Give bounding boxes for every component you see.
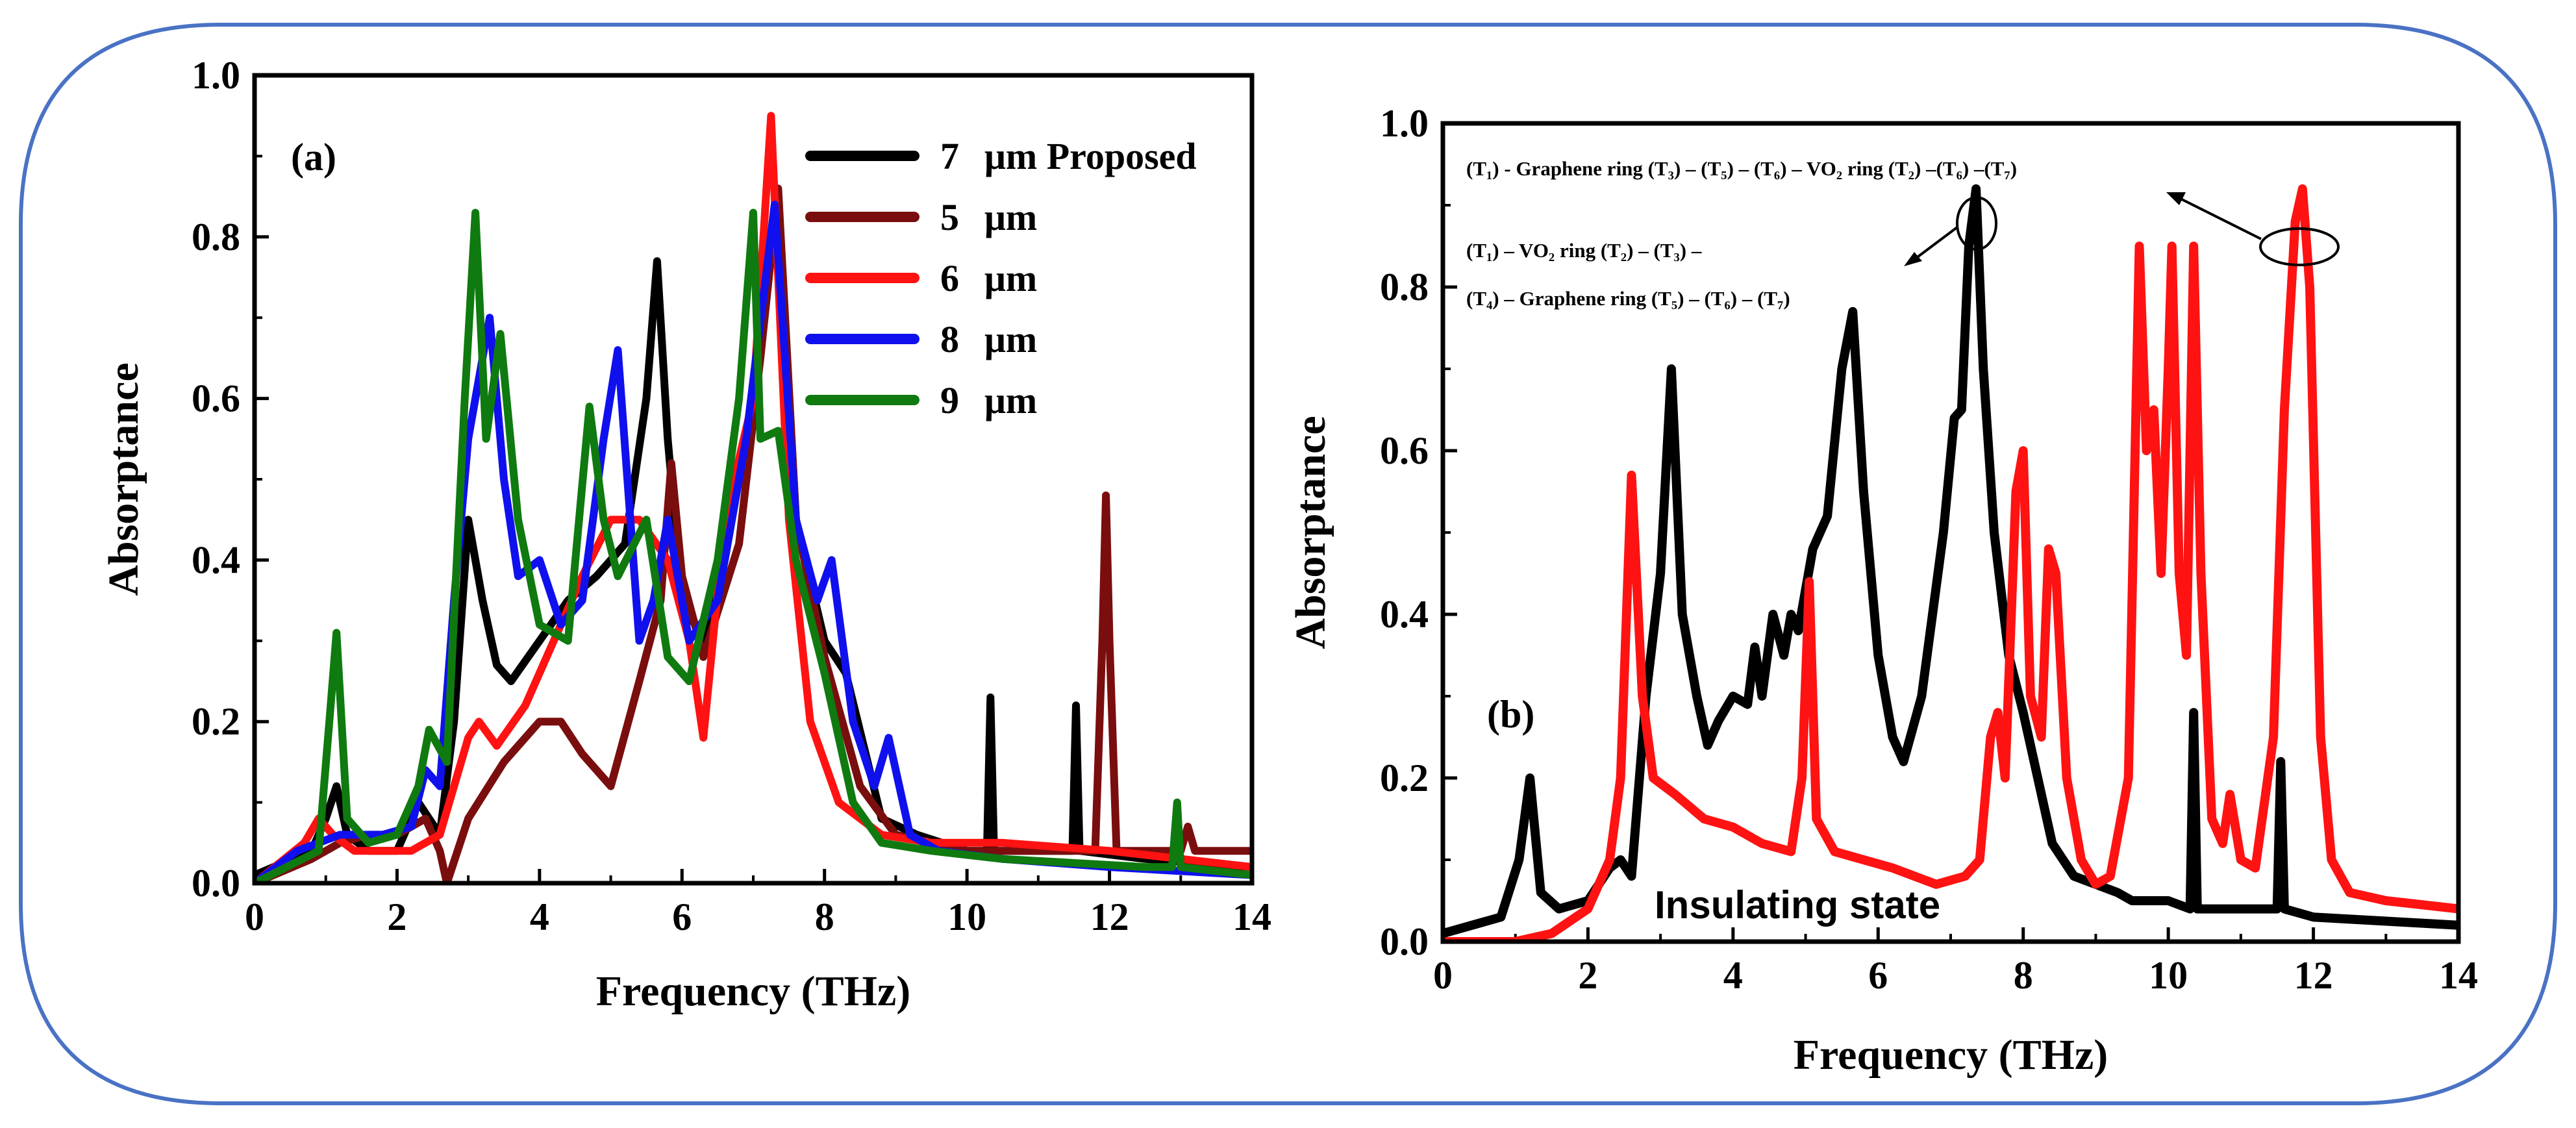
legend-size-0: 7 xyxy=(940,135,959,177)
legend-size-4: 9 xyxy=(940,379,959,421)
panel-a-ticks xyxy=(253,73,1254,885)
legend-size-2: 6 xyxy=(940,257,959,299)
panelA-y-tick-label: 0.4 xyxy=(192,538,240,581)
red-curve-structure-label-line1: (T₁) – VO₂ ring (T₂) – (T₃) – xyxy=(1466,239,1702,262)
figure-frame xyxy=(19,23,2557,1105)
panelA-x-tick-label: 10 xyxy=(947,896,986,938)
panel-b: 0 2 4 6 8 10 12 14 0.0 0.2 0.4 0.6 0.8 1.0 Frequency… xyxy=(1287,102,2478,1079)
panelB-x-tick-label: 12 xyxy=(2294,954,2333,997)
legend-unit-1: μm xyxy=(984,196,1037,238)
panel-a-label: (a) xyxy=(291,136,336,179)
panelB-y-tick-label: 0.4 xyxy=(1380,593,1429,636)
panel-a-y-axis-label: Absorptance xyxy=(100,362,147,595)
panelB-x-tick-label: 0 xyxy=(1433,954,1453,997)
panelA-x-tick-label: 6 xyxy=(672,896,692,938)
panelB-series-1-line xyxy=(1443,184,2458,942)
panelA-y-tick-label: 0.8 xyxy=(192,216,240,258)
panelA-series-2-line xyxy=(255,112,1252,883)
panel-a-legend: 7 μm Proposed 5 μm 6 μm 8 μm 9 μm xyxy=(805,135,1197,421)
insulating-state-label: Insulating state xyxy=(1655,883,1940,927)
panelA-series-4-line xyxy=(255,208,1252,883)
legend-size-3: 8 xyxy=(940,318,959,360)
black-curve-structure-label: (T₁) - Graphene ring (T₃) – (T₅) – (T₆) … xyxy=(1466,157,2017,180)
black-peak-arrow xyxy=(1914,226,1958,260)
panelB-y-tick-label: 0.8 xyxy=(1380,266,1429,308)
panel-a-x-axis-label: Frequency (THz) xyxy=(596,968,911,1015)
panel-a: 0 2 4 6 8 10 12 14 0.0 0.2 0.4 0.6 0.8 1.0 Frequency… xyxy=(100,54,1271,1015)
panelA-y-tick-label: 0.6 xyxy=(192,377,240,420)
panel-a-plot-frame xyxy=(252,73,1255,886)
panelA-series-1-line xyxy=(255,184,1252,883)
panelB-y-tick-label: 1.0 xyxy=(1380,102,1429,145)
panel-a-x-tick-labels: 0 2 4 6 8 10 12 14 xyxy=(245,896,1271,938)
panel-b-x-axis-label: Frequency (THz) xyxy=(1794,1031,2108,1079)
panelA-y-tick-label: 1.0 xyxy=(192,54,240,97)
panelA-y-tick-label: 0.2 xyxy=(192,700,240,743)
legend-unit-0: μm Proposed xyxy=(984,135,1197,177)
panelA-x-tick-label: 8 xyxy=(815,896,834,938)
panelB-x-tick-label: 8 xyxy=(2014,954,2033,997)
red-peak-marker-ellipse xyxy=(2259,227,2340,266)
red-curve-structure-label-line2: (T₄) – Graphene ring (T₅) – (T₆) – (T₇) xyxy=(1466,287,1790,310)
panelB-y-tick-label: 0.2 xyxy=(1380,757,1429,799)
legend-unit-3: μm xyxy=(984,318,1037,360)
panelB-x-tick-label: 14 xyxy=(2439,954,2478,997)
panel-b-plot-frame xyxy=(1440,121,2461,944)
red-peak-arrow xyxy=(2180,197,2262,240)
legend-unit-4: μm xyxy=(984,379,1037,421)
panelA-x-tick-label: 0 xyxy=(245,896,264,938)
panel-b-y-axis-label: Absorptance xyxy=(1287,416,1334,649)
panelA-x-tick-label: 4 xyxy=(530,896,549,938)
panelB-y-tick-label: 0.0 xyxy=(1380,920,1429,963)
panelB-y-tick-label: 0.6 xyxy=(1380,429,1429,472)
panel-a-series-group xyxy=(255,112,1252,883)
panel-b-x-tick-labels: 0 2 4 6 8 10 12 14 xyxy=(1433,954,2478,997)
panelB-x-tick-label: 6 xyxy=(1868,954,1888,997)
panel-b-y-tick-labels: 0.0 0.2 0.4 0.6 0.8 1.0 xyxy=(1380,102,1429,963)
red-peak-arrowhead xyxy=(2166,192,2186,205)
panelA-x-tick-label: 14 xyxy=(1232,896,1271,938)
panelB-x-tick-label: 4 xyxy=(1723,954,1743,997)
panelA-x-tick-label: 2 xyxy=(387,896,406,938)
panelA-series-3-line xyxy=(255,201,1252,883)
panel-b-series-group xyxy=(1443,184,2458,942)
panel-a-y-tick-labels: 0.0 0.2 0.4 0.6 0.8 1.0 xyxy=(192,54,240,905)
panel-b-label: (b) xyxy=(1487,693,1534,736)
panelA-x-tick-label: 12 xyxy=(1090,896,1129,938)
black-peak-marker-ellipse xyxy=(1956,196,1997,251)
black-peak-arrowhead xyxy=(1904,252,1922,266)
panelA-y-tick-label: 0.0 xyxy=(192,862,240,905)
legend-unit-2: μm xyxy=(984,257,1037,299)
panelB-x-tick-label: 2 xyxy=(1578,954,1597,997)
legend-size-1: 5 xyxy=(940,196,959,238)
panelB-x-tick-label: 10 xyxy=(2149,954,2188,997)
